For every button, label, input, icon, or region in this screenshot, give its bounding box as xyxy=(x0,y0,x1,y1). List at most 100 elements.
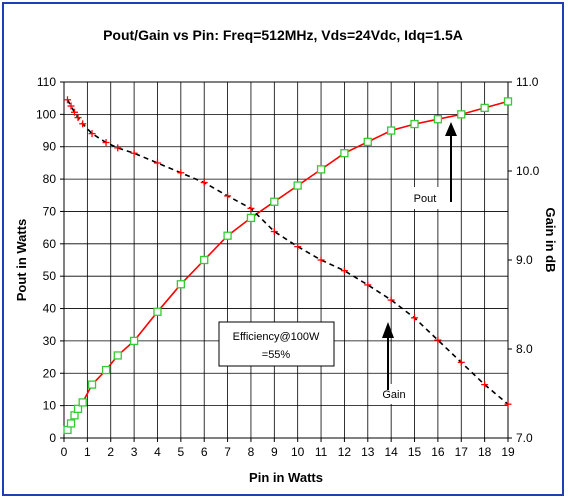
pout-data-point xyxy=(73,404,83,414)
pout-data-point xyxy=(153,307,162,316)
pout-arrow-head xyxy=(445,122,457,136)
x-axis-title: Pin in Watts xyxy=(249,470,323,485)
y-tick-label: 30 xyxy=(43,334,57,348)
pout-label: Pout xyxy=(414,193,437,205)
pout-data-point xyxy=(410,119,419,129)
pout-data-point xyxy=(480,103,489,113)
gain-data-point xyxy=(504,400,512,408)
pout-data-point xyxy=(316,165,326,174)
gain-data-point xyxy=(130,149,138,157)
x-tick-label: 13 xyxy=(361,445,375,459)
efficiency-box-border xyxy=(218,321,335,367)
efficiency-label-line2: =55% xyxy=(262,349,291,361)
gain-data-point xyxy=(153,159,161,167)
y2-tick-label: 11.0 xyxy=(516,75,539,89)
y-tick-label: 10 xyxy=(43,399,57,413)
x-tick-label: 9 xyxy=(271,445,278,459)
y2-axis-ticks: 7.0 8.0 9.0 10.0 11.0 xyxy=(508,75,540,445)
x-tick-label: 8 xyxy=(248,445,255,459)
gain-label-box xyxy=(374,384,414,404)
y-tick-label: 50 xyxy=(43,269,57,283)
y2-tick-label: 9.0 xyxy=(516,253,533,267)
plot-area xyxy=(63,81,509,439)
y-tick-label: 100 xyxy=(36,107,56,121)
gain-data-point xyxy=(64,96,72,104)
pout-data-point xyxy=(223,231,232,240)
x-axis-ticks: 0 1 2 3 4 5 6 7 8 9 10 11 12 13 14 15 16 17 18 19 xyxy=(61,438,515,459)
x-tick-label: 2 xyxy=(107,445,114,459)
pout-data-point xyxy=(101,365,111,375)
series-layer xyxy=(63,96,513,435)
y-axis-ticks: 0 10 20 30 40 50 60 70 80 90 100 110 xyxy=(36,75,64,445)
x-tick-label: 5 xyxy=(177,445,184,459)
gain-data-point xyxy=(88,130,96,138)
gain-data-point xyxy=(67,102,75,110)
pout-data-point xyxy=(246,213,256,223)
pout-data-point xyxy=(433,115,443,124)
pout-data-point xyxy=(129,336,139,346)
y-tick-label: 80 xyxy=(43,172,57,186)
pout-data-point xyxy=(340,149,349,158)
y-tick-label: 0 xyxy=(49,431,56,445)
gain-data-point xyxy=(74,114,82,122)
chart-frame: Pout/Gain vs Pin: Freq=512MHz, Vds=24Vdc… xyxy=(2,2,564,496)
y2-tick-label: 10.0 xyxy=(516,164,540,178)
gain-data-point xyxy=(387,296,395,304)
x-tick-label: 10 xyxy=(291,445,305,459)
gain-data-point xyxy=(294,243,302,251)
pout-data-point xyxy=(270,197,279,206)
gain-data-point xyxy=(364,281,372,289)
y-tick-label: 90 xyxy=(43,140,57,154)
pout-callout: Pout xyxy=(404,122,457,209)
pout-data-point xyxy=(87,380,97,389)
y-tick-label: 40 xyxy=(43,302,57,316)
y2-axis-title: Gain in dB xyxy=(543,208,558,273)
gain-data-point xyxy=(270,228,278,236)
pout-data-point xyxy=(457,110,466,119)
x-tick-label: 14 xyxy=(384,445,398,459)
gain-callout: Gain xyxy=(374,322,414,404)
gain-data-point xyxy=(177,169,185,177)
efficiency-label-line1: Efficiency@100W xyxy=(233,331,320,343)
pout-data-point xyxy=(387,126,396,135)
x-tick-label: 0 xyxy=(61,445,68,459)
x-tick-label: 17 xyxy=(455,445,469,459)
pout-data-point xyxy=(363,137,372,147)
pout-label-box xyxy=(404,187,446,209)
x-tick-label: 12 xyxy=(338,445,352,459)
efficiency-annotation: Efficiency@100W =55% xyxy=(218,321,335,367)
gain-data-point xyxy=(247,204,255,212)
pout-data-point xyxy=(200,255,209,265)
x-tick-label: 18 xyxy=(478,445,492,459)
chart-title: Pout/Gain vs Pin: Freq=512MHz, Vds=24Vdc… xyxy=(103,27,463,43)
gain-arrow-head xyxy=(382,322,394,338)
x-tick-label: 4 xyxy=(154,445,161,459)
gain-data-point xyxy=(224,192,232,200)
gain-label: Gain xyxy=(382,389,405,401)
gain-data-point xyxy=(411,314,419,322)
y-tick-label: 70 xyxy=(43,204,57,218)
x-tick-label: 6 xyxy=(201,445,208,459)
pout-data-point xyxy=(66,419,76,428)
pout-data-point xyxy=(78,398,87,407)
y-tick-label: 110 xyxy=(37,75,56,89)
y-tick-label: 20 xyxy=(43,366,57,380)
gain-data-point xyxy=(457,358,465,366)
x-tick-label: 19 xyxy=(501,445,515,459)
gain-data-point xyxy=(200,179,208,187)
x-tick-label: 3 xyxy=(131,445,138,459)
y2-tick-label: 7.0 xyxy=(516,431,533,445)
x-tick-label: 1 xyxy=(84,445,91,459)
gain-data-point xyxy=(71,108,79,116)
chart: Pout/Gain vs Pin: Freq=512MHz, Vds=24Vdc… xyxy=(14,27,558,485)
gain-data-point xyxy=(481,381,489,389)
gain-data-point xyxy=(114,144,122,152)
gain-data-point xyxy=(317,256,325,264)
x-tick-label: 16 xyxy=(431,445,445,459)
x-tick-label: 7 xyxy=(224,445,231,459)
gain-data-point xyxy=(102,139,110,147)
y-axis-title: Pout in Watts xyxy=(14,219,29,302)
gain-data-point xyxy=(79,120,87,128)
pout-data-point xyxy=(293,181,302,190)
x-tick-label: 15 xyxy=(408,445,422,459)
